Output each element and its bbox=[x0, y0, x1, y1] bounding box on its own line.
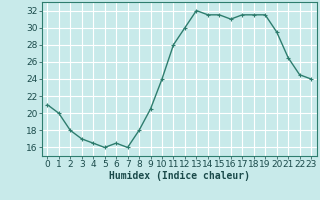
X-axis label: Humidex (Indice chaleur): Humidex (Indice chaleur) bbox=[109, 171, 250, 181]
